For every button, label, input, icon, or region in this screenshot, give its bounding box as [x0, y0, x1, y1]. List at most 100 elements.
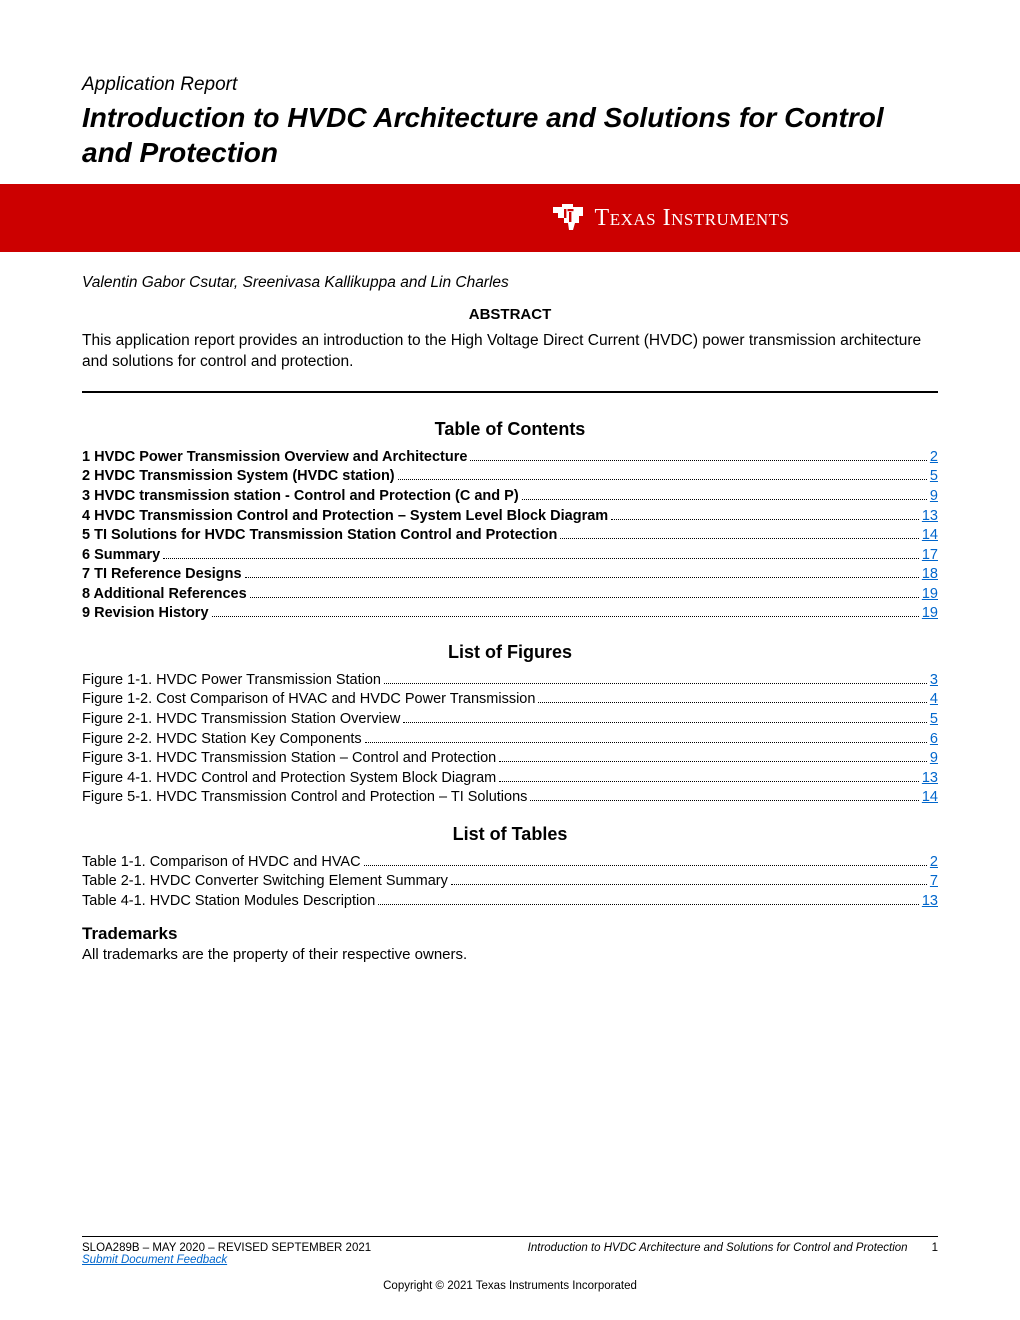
toc-list-row: 1 HVDC Power Transmission Overview and A… [82, 448, 938, 468]
toc-leader-dots [163, 558, 919, 559]
toc-heading: Table of Contents [82, 419, 938, 440]
toc-list-row: 7 TI Reference Designs 18 [82, 565, 938, 585]
toc-page-link[interactable]: 19 [922, 604, 938, 624]
toc-leader-dots [245, 577, 919, 578]
toc-page-link[interactable]: 7 [930, 872, 938, 892]
toc-page-link[interactable]: 13 [922, 769, 938, 789]
lof-list-row: Figure 1-2. Cost Comparison of HVAC and … [82, 690, 938, 710]
toc-entry-label: Table 1-1. Comparison of HVDC and HVAC [82, 853, 361, 873]
footer-divider [82, 1236, 938, 1237]
lof-list-row: Figure 4-1. HVDC Control and Protection … [82, 769, 938, 789]
toc-list-row: 3 HVDC transmission station - Control an… [82, 487, 938, 507]
toc-leader-dots [470, 460, 926, 461]
toc-entry-label: 1 HVDC Power Transmission Overview and A… [82, 448, 467, 468]
document-kicker: Application Report [82, 74, 938, 96]
toc-leader-dots [451, 884, 927, 885]
lof-list-row: Figure 5-1. HVDC Transmission Control an… [82, 788, 938, 808]
toc-page-link[interactable]: 5 [930, 467, 938, 487]
brand-banner: Texas Instruments [0, 184, 1020, 252]
toc-page-link[interactable]: 18 [922, 565, 938, 585]
toc-entry-label: 2 HVDC Transmission System (HVDC station… [82, 467, 395, 487]
toc-page-link[interactable]: 14 [922, 526, 938, 546]
toc-page-link[interactable]: 19 [922, 585, 938, 605]
lof-heading: List of Figures [82, 642, 938, 663]
toc-leader-dots [538, 702, 926, 703]
toc-leader-dots [384, 683, 927, 684]
submit-feedback-link[interactable]: Submit Document Feedback [82, 1254, 227, 1266]
toc-entry-label: 4 HVDC Transmission Control and Protecti… [82, 507, 608, 527]
toc-page-link[interactable]: 9 [930, 487, 938, 507]
toc-leader-dots [403, 722, 927, 723]
toc-page-link[interactable]: 9 [930, 749, 938, 769]
toc-leader-dots [364, 865, 927, 866]
toc-leader-dots [522, 499, 927, 500]
abstract-heading: ABSTRACT [82, 306, 938, 323]
toc-entry-label: 5 TI Solutions for HVDC Transmission Sta… [82, 526, 557, 546]
toc-entry-label: Figure 1-2. Cost Comparison of HVAC and … [82, 690, 535, 710]
toc-page-link[interactable]: 2 [930, 853, 938, 873]
toc-leader-dots [250, 597, 919, 598]
toc-leader-dots [499, 761, 927, 762]
toc-list-row: 5 TI Solutions for HVDC Transmission Sta… [82, 526, 938, 546]
document-title: Introduction to HVDC Architecture and So… [82, 100, 938, 170]
lot-list: Table 1-1. Comparison of HVDC and HVAC2T… [82, 853, 938, 912]
toc-page-link[interactable]: 13 [922, 507, 938, 527]
ti-logo-text: Texas Instruments [595, 205, 790, 232]
toc-entry-label: 3 HVDC transmission station - Control an… [82, 487, 519, 507]
page-footer: SLOA289B – MAY 2020 – REVISED SEPTEMBER … [82, 1236, 938, 1292]
lof-list: Figure 1-1. HVDC Power Transmission Stat… [82, 671, 938, 808]
toc-entry-label: Table 2-1. HVDC Converter Switching Elem… [82, 872, 448, 892]
ti-logo: Texas Instruments [551, 203, 790, 233]
toc-leader-dots [560, 538, 919, 539]
toc-page-link[interactable]: 13 [922, 892, 938, 912]
toc-entry-label: 6 Summary [82, 546, 160, 566]
toc-list-row: 9 Revision History 19 [82, 604, 938, 624]
trademarks-text: All trademarks are the property of their… [82, 946, 938, 963]
toc-page-link[interactable]: 3 [930, 671, 938, 691]
toc-page-link[interactable]: 6 [930, 730, 938, 750]
toc-entry-label: Table 4-1. HVDC Station Modules Descript… [82, 892, 375, 912]
lot-list-row: Table 1-1. Comparison of HVDC and HVAC 2 [82, 853, 938, 873]
ti-chip-icon [551, 203, 585, 233]
toc-leader-dots [378, 904, 919, 905]
toc-leader-dots [365, 742, 927, 743]
toc-entry-label: 7 TI Reference Designs [82, 565, 242, 585]
footer-page-number: 1 [932, 1242, 938, 1254]
toc-leader-dots [611, 519, 919, 520]
toc-page-link[interactable]: 5 [930, 710, 938, 730]
toc-entry-label: Figure 2-1. HVDC Transmission Station Ov… [82, 710, 400, 730]
toc-page-link[interactable]: 4 [930, 690, 938, 710]
abstract-text: This application report provides an intr… [82, 331, 938, 373]
divider [82, 391, 938, 393]
lof-list-row: Figure 3-1. HVDC Transmission Station – … [82, 749, 938, 769]
toc-entry-label: Figure 1-1. HVDC Power Transmission Stat… [82, 671, 381, 691]
toc-page-link[interactable]: 14 [922, 788, 938, 808]
footer-doc-title: Introduction to HVDC Architecture and So… [371, 1242, 931, 1254]
footer-docid: SLOA289B – MAY 2020 – REVISED SEPTEMBER … [82, 1242, 371, 1254]
toc-leader-dots [499, 781, 919, 782]
footer-copyright: Copyright © 2021 Texas Instruments Incor… [82, 1280, 938, 1292]
lot-heading: List of Tables [82, 824, 938, 845]
lot-list-row: Table 4-1. HVDC Station Modules Descript… [82, 892, 938, 912]
toc-entry-label: 9 Revision History [82, 604, 209, 624]
toc-list-row: 6 Summary 17 [82, 546, 938, 566]
lot-list-row: Table 2-1. HVDC Converter Switching Elem… [82, 872, 938, 892]
toc-entry-label: Figure 3-1. HVDC Transmission Station – … [82, 749, 496, 769]
toc-page-link[interactable]: 2 [930, 448, 938, 468]
toc-list-row: 8 Additional References 19 [82, 585, 938, 605]
toc-list-row: 4 HVDC Transmission Control and Protecti… [82, 507, 938, 527]
toc-list: 1 HVDC Power Transmission Overview and A… [82, 448, 938, 624]
toc-list-row: 2 HVDC Transmission System (HVDC station… [82, 467, 938, 487]
toc-page-link[interactable]: 17 [922, 546, 938, 566]
toc-entry-label: Figure 5-1. HVDC Transmission Control an… [82, 788, 527, 808]
toc-leader-dots [530, 800, 918, 801]
toc-leader-dots [398, 479, 927, 480]
toc-leader-dots [212, 616, 919, 617]
toc-entry-label: 8 Additional References [82, 585, 247, 605]
trademarks-heading: Trademarks [82, 924, 938, 944]
authors-line: Valentin Gabor Csutar, Sreenivasa Kallik… [82, 274, 938, 292]
toc-entry-label: Figure 2-2. HVDC Station Key Components [82, 730, 362, 750]
lof-list-row: Figure 2-2. HVDC Station Key Components 6 [82, 730, 938, 750]
lof-list-row: Figure 1-1. HVDC Power Transmission Stat… [82, 671, 938, 691]
lof-list-row: Figure 2-1. HVDC Transmission Station Ov… [82, 710, 938, 730]
